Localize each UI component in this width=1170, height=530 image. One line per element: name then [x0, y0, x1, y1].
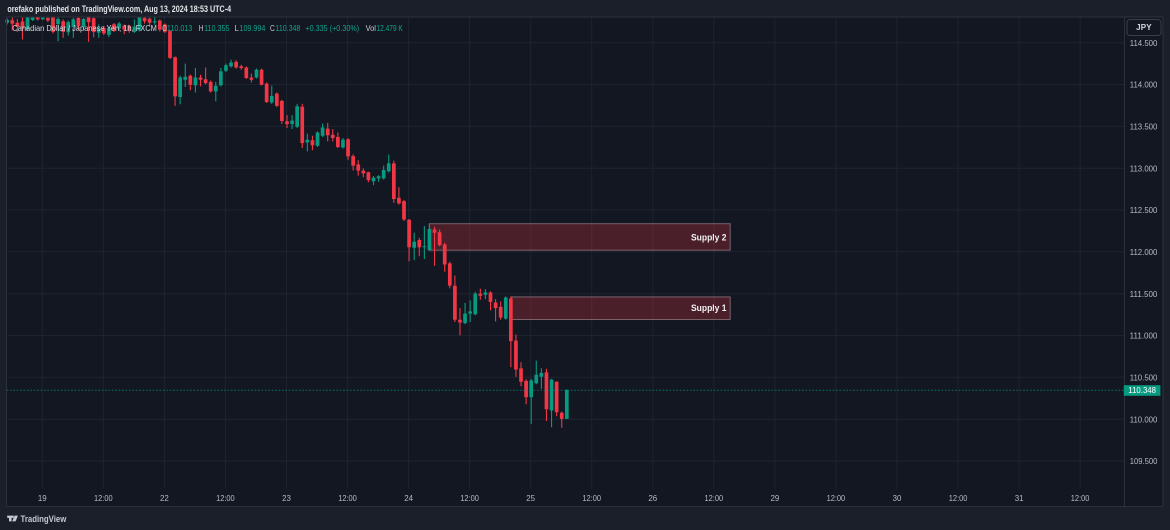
svg-text:110.355: 110.355: [204, 23, 230, 33]
svg-text:orefako published on TradingVi: orefako published on TradingView.com, Au…: [7, 4, 231, 14]
svg-text:112.000: 112.000: [1130, 248, 1158, 257]
svg-text:114.000: 114.000: [1130, 81, 1158, 90]
svg-text:110.348: 110.348: [276, 23, 301, 33]
svg-text:Canadian Dollar / Japanese Yen: Canadian Dollar / Japanese Yen, 1h, FXCM: [12, 23, 157, 33]
svg-text:12:00: 12:00: [705, 494, 724, 503]
svg-text:30: 30: [893, 494, 902, 503]
svg-text:Supply 1: Supply 1: [691, 303, 727, 314]
svg-text:110.500: 110.500: [1130, 373, 1158, 382]
svg-text:12:00: 12:00: [949, 494, 968, 503]
svg-text:23: 23: [282, 494, 291, 503]
svg-text:H: H: [199, 23, 204, 33]
svg-text:109.500: 109.500: [1130, 457, 1158, 466]
svg-text:109.994: 109.994: [240, 23, 266, 33]
svg-text:19: 19: [38, 494, 47, 503]
svg-text:111.000: 111.000: [1130, 332, 1158, 341]
svg-text:12.479 K: 12.479 K: [377, 23, 404, 33]
svg-text:+0.335 (+0.30%): +0.335 (+0.30%): [305, 23, 359, 33]
svg-text:L: L: [235, 23, 239, 33]
svg-text:110.000: 110.000: [1130, 415, 1158, 424]
svg-text:12:00: 12:00: [582, 494, 601, 503]
svg-text:31: 31: [1015, 494, 1024, 503]
svg-text:C: C: [270, 23, 275, 33]
svg-text:25: 25: [526, 494, 535, 503]
svg-text:110.013: 110.013: [167, 23, 193, 33]
svg-text:TradingView: TradingView: [21, 514, 67, 524]
svg-text:22: 22: [160, 494, 169, 503]
svg-text:110.348: 110.348: [1128, 386, 1156, 395]
svg-text:111.500: 111.500: [1130, 290, 1158, 299]
svg-text:12:00: 12:00: [94, 494, 113, 503]
svg-text:26: 26: [648, 494, 657, 503]
svg-text:12:00: 12:00: [460, 494, 479, 503]
svg-text:113.000: 113.000: [1130, 164, 1158, 173]
svg-text:O: O: [162, 23, 167, 33]
svg-text:114.500: 114.500: [1130, 39, 1158, 48]
svg-text:Vol: Vol: [366, 23, 376, 33]
svg-text:12:00: 12:00: [827, 494, 846, 503]
svg-text:29: 29: [771, 494, 780, 503]
svg-text:12:00: 12:00: [338, 494, 357, 503]
svg-text:113.500: 113.500: [1130, 123, 1158, 132]
svg-text:24: 24: [404, 494, 413, 503]
svg-text:Supply 2: Supply 2: [691, 232, 727, 243]
svg-text:12:00: 12:00: [1071, 494, 1090, 503]
svg-text:112.500: 112.500: [1130, 206, 1158, 215]
svg-text:JPY: JPY: [1136, 23, 1152, 32]
svg-text:12:00: 12:00: [216, 494, 235, 503]
